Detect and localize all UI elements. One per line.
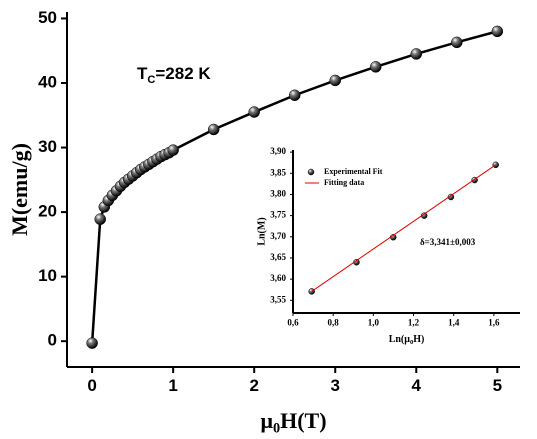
- annotation-part: C: [147, 74, 155, 86]
- legend-label: Experimental Fit: [324, 167, 383, 176]
- x-axis-label-part: H): [413, 334, 424, 345]
- x-tick-label: 1,4: [448, 317, 460, 327]
- x-tick-label: 3: [330, 376, 339, 395]
- x-axis-label-part: H(T): [280, 408, 326, 433]
- annotation: δ=3,341±0,003: [420, 237, 476, 247]
- y-tick-label: 0: [48, 331, 57, 350]
- y-tick-label: 3,65: [270, 252, 286, 262]
- x-tick-label: 1,2: [408, 317, 420, 327]
- y-tick-label: 3,60: [270, 273, 286, 283]
- data-point: [288, 89, 301, 102]
- x-tick-label: 1: [168, 376, 177, 395]
- y-tick-label: 3,90: [270, 146, 286, 156]
- data-point: [86, 337, 98, 349]
- y-tick-label: 3,75: [270, 210, 286, 220]
- x-tick-label: 0: [87, 376, 96, 395]
- annotation-part: T: [137, 64, 148, 83]
- x-axis-label: μ0H(T): [260, 408, 326, 437]
- x-axis-label-part: 0: [273, 421, 280, 437]
- data-point: [410, 48, 423, 60]
- y-tick-label: 3,80: [270, 189, 286, 199]
- x-tick-label: 4: [412, 376, 422, 395]
- x-tick-label: 1,0: [368, 317, 380, 327]
- x-tick-label: 5: [493, 376, 502, 395]
- x-axis-label-part: 0: [410, 339, 413, 346]
- annotation-part: =282 K: [155, 64, 211, 83]
- series-line: [311, 164, 496, 292]
- y-tick-label: 3,55: [270, 294, 286, 304]
- x-axis-label-part: μ: [260, 408, 273, 433]
- legend-label: Fitting data: [324, 178, 364, 187]
- x-tick-label: 2: [249, 376, 258, 395]
- data-point: [370, 61, 382, 73]
- x-tick-label: 1,6: [488, 317, 500, 327]
- x-tick-label: 0,6: [287, 317, 299, 327]
- data-point: [94, 213, 106, 225]
- data-point: [451, 36, 463, 49]
- y-tick-label: 3,85: [270, 167, 286, 177]
- y-axis-label: Ln(M): [256, 217, 267, 245]
- annotation: TC=282 K: [137, 64, 211, 86]
- x-axis-label-part: Ln(μ: [389, 334, 411, 345]
- y-tick-label: 20: [38, 202, 57, 221]
- y-axis-label: M(emu/g): [7, 143, 32, 236]
- data-point: [329, 74, 341, 87]
- legend-marker: [307, 168, 315, 176]
- x-axis-label: Ln(μ0H): [389, 334, 425, 346]
- data-point: [207, 123, 220, 136]
- data-point: [167, 144, 179, 156]
- data-point: [491, 25, 504, 38]
- y-tick-label: 30: [38, 137, 57, 156]
- data-point: [447, 193, 455, 201]
- y-tick-label: 40: [38, 72, 57, 91]
- y-tick-label: 10: [38, 266, 57, 285]
- data-point: [248, 106, 260, 118]
- y-tick-label: 3,70: [270, 231, 286, 241]
- y-tick-label: 50: [38, 8, 57, 27]
- x-tick-label: 0,8: [328, 317, 340, 327]
